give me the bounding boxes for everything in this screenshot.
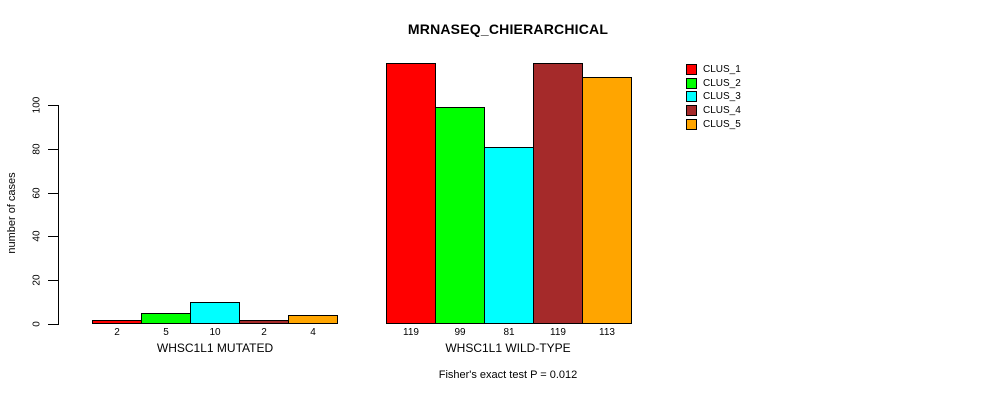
bar-clus_3 xyxy=(484,147,534,324)
y-tick-mark xyxy=(48,324,58,325)
y-axis-line xyxy=(58,105,59,325)
bar-clus_4 xyxy=(533,63,583,324)
y-tick-mark xyxy=(48,105,58,106)
y-tick-label: 40 xyxy=(31,230,43,242)
legend-item-clus_4: CLUS_4 xyxy=(686,105,741,116)
bar-value-label: 10 xyxy=(209,327,221,338)
y-tick-mark xyxy=(48,236,58,237)
legend-label: CLUS_2 xyxy=(703,78,741,89)
legend-swatch xyxy=(686,91,697,102)
y-tick-label: 100 xyxy=(31,96,43,114)
legend-item-clus_2: CLUS_2 xyxy=(686,78,741,89)
bar-value-label: 2 xyxy=(261,327,267,338)
legend-swatch xyxy=(686,78,697,89)
legend-label: CLUS_3 xyxy=(703,91,741,102)
bar-value-label: 5 xyxy=(163,327,169,338)
y-tick-label: 20 xyxy=(31,274,43,286)
legend-swatch xyxy=(686,64,697,75)
bar-clus_1 xyxy=(92,320,142,324)
legend-swatch xyxy=(686,119,697,130)
legend-swatch xyxy=(686,105,697,116)
y-axis-label: number of cases xyxy=(6,172,18,254)
legend-label: CLUS_5 xyxy=(703,119,741,130)
footnote-text: Fisher's exact test P = 0.012 xyxy=(438,369,578,381)
y-tick-mark xyxy=(48,149,58,150)
y-tick-label: 60 xyxy=(31,187,43,199)
bar-value-label: 99 xyxy=(454,327,466,338)
legend-item-clus_5: CLUS_5 xyxy=(686,119,741,130)
bar-clus_2 xyxy=(435,107,485,324)
bar-clus_5 xyxy=(582,77,632,324)
legend-label: CLUS_1 xyxy=(703,64,741,75)
bar-value-label: 81 xyxy=(503,327,515,338)
bar-value-label: 119 xyxy=(403,327,419,338)
group-label-mutated: WHSC1L1 MUTATED xyxy=(156,341,274,355)
bar-clus_3 xyxy=(190,302,240,324)
bar-clus_4 xyxy=(239,320,289,324)
y-tick-mark xyxy=(48,193,58,194)
bar-value-label: 119 xyxy=(550,327,566,338)
y-tick-label: 80 xyxy=(31,143,43,155)
bar-value-label: 4 xyxy=(310,327,316,338)
legend-label: CLUS_4 xyxy=(703,105,741,116)
legend-item-clus_3: CLUS_3 xyxy=(686,91,741,102)
y-tick-mark xyxy=(48,280,58,281)
chart-title: MRNASEQ_CHIERARCHICAL xyxy=(407,21,609,37)
legend: CLUS_1 CLUS_2 CLUS_3 CLUS_4 CLUS_5 xyxy=(686,64,806,144)
bar-value-label: 113 xyxy=(599,327,615,338)
bar-value-label: 2 xyxy=(114,327,120,338)
y-tick-label: 0 xyxy=(31,321,43,327)
bar-clus_1 xyxy=(386,63,436,324)
bar-clus_5 xyxy=(288,315,338,324)
legend-item-clus_1: CLUS_1 xyxy=(686,64,741,75)
bar-clus_2 xyxy=(141,313,191,324)
group-label-wild-type: WHSC1L1 WILD-TYPE xyxy=(445,341,571,355)
